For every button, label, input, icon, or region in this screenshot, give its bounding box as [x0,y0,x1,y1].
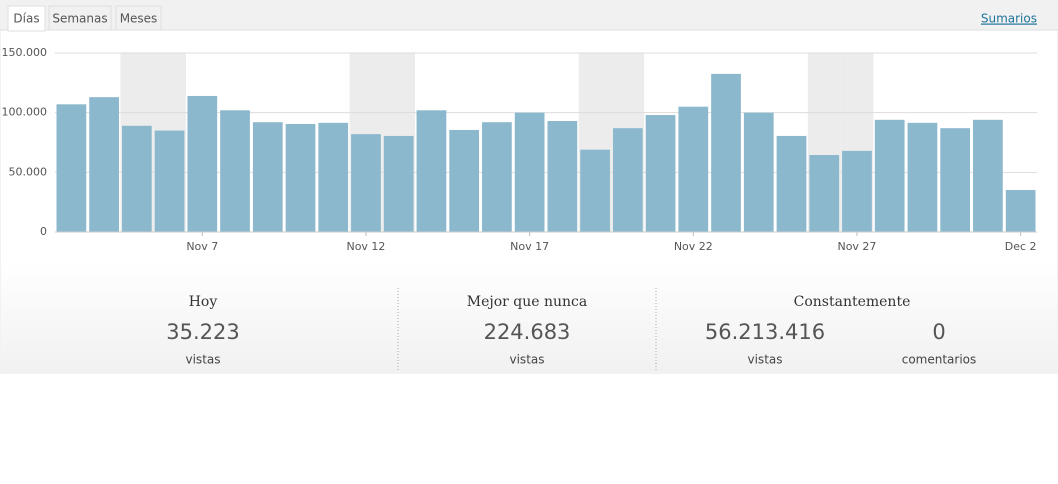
bar [252,122,283,232]
summary-value: 224.683 [484,320,571,344]
bar [809,155,840,232]
summary-area [1,262,1057,372]
y-tick-label: 150.000 [2,46,48,59]
tab[interactable] [7,5,46,32]
bar [645,115,676,232]
x-tick-label: Dec 2 [1005,240,1037,253]
tab-label[interactable]: Días [13,12,39,26]
bar [220,110,250,232]
bar [973,119,1003,232]
bar [449,129,480,232]
bar [318,122,349,232]
bar [874,119,905,232]
tab-bar [0,0,1058,30]
bar [580,149,610,232]
bar [154,130,185,232]
tab[interactable] [48,5,112,31]
bar [482,122,512,232]
summaries-link[interactable]: Sumarios [981,12,1037,26]
x-tick-label: Nov 27 [837,240,876,253]
y-tick-label: 0 [40,225,47,238]
summary-title: Mejor que nunca [467,294,587,310]
summary-label: comentarios [902,353,977,367]
summary-label: vistas [748,353,783,367]
bar [842,150,872,232]
bar [187,95,218,233]
bar [89,97,119,232]
bar [743,112,774,232]
summary-label: vistas [510,353,545,367]
summary-title: Constantemente [794,294,911,310]
summary-value: 0 [932,320,945,344]
bar [121,125,152,232]
bar [711,73,741,232]
tab-label[interactable]: Semanas [52,12,107,26]
bar [416,110,447,232]
bar [285,124,316,232]
summary-title: Hoy [189,294,218,310]
x-tick-label: Nov 22 [674,240,713,253]
bar [776,135,807,232]
bar [383,135,414,232]
y-tick-label: 50.000 [9,165,48,178]
bar [678,106,709,232]
summary-label: vistas [186,353,221,367]
x-tick-label: Nov 12 [346,240,385,253]
bar [547,121,578,232]
tab[interactable] [115,5,162,31]
x-tick-label: Nov 17 [510,240,549,253]
tab-label[interactable]: Meses [120,12,158,26]
bar [907,122,938,232]
x-tick-label: Nov 7 [186,240,218,253]
bar [56,104,87,232]
bar [612,128,643,232]
bar [351,134,381,232]
bar [514,112,545,232]
summary-value: 56.213.416 [705,320,825,344]
bar [940,128,971,232]
summary-value: 35.223 [166,320,239,344]
y-tick-label: 100.000 [2,106,48,119]
bar [1005,189,1036,232]
